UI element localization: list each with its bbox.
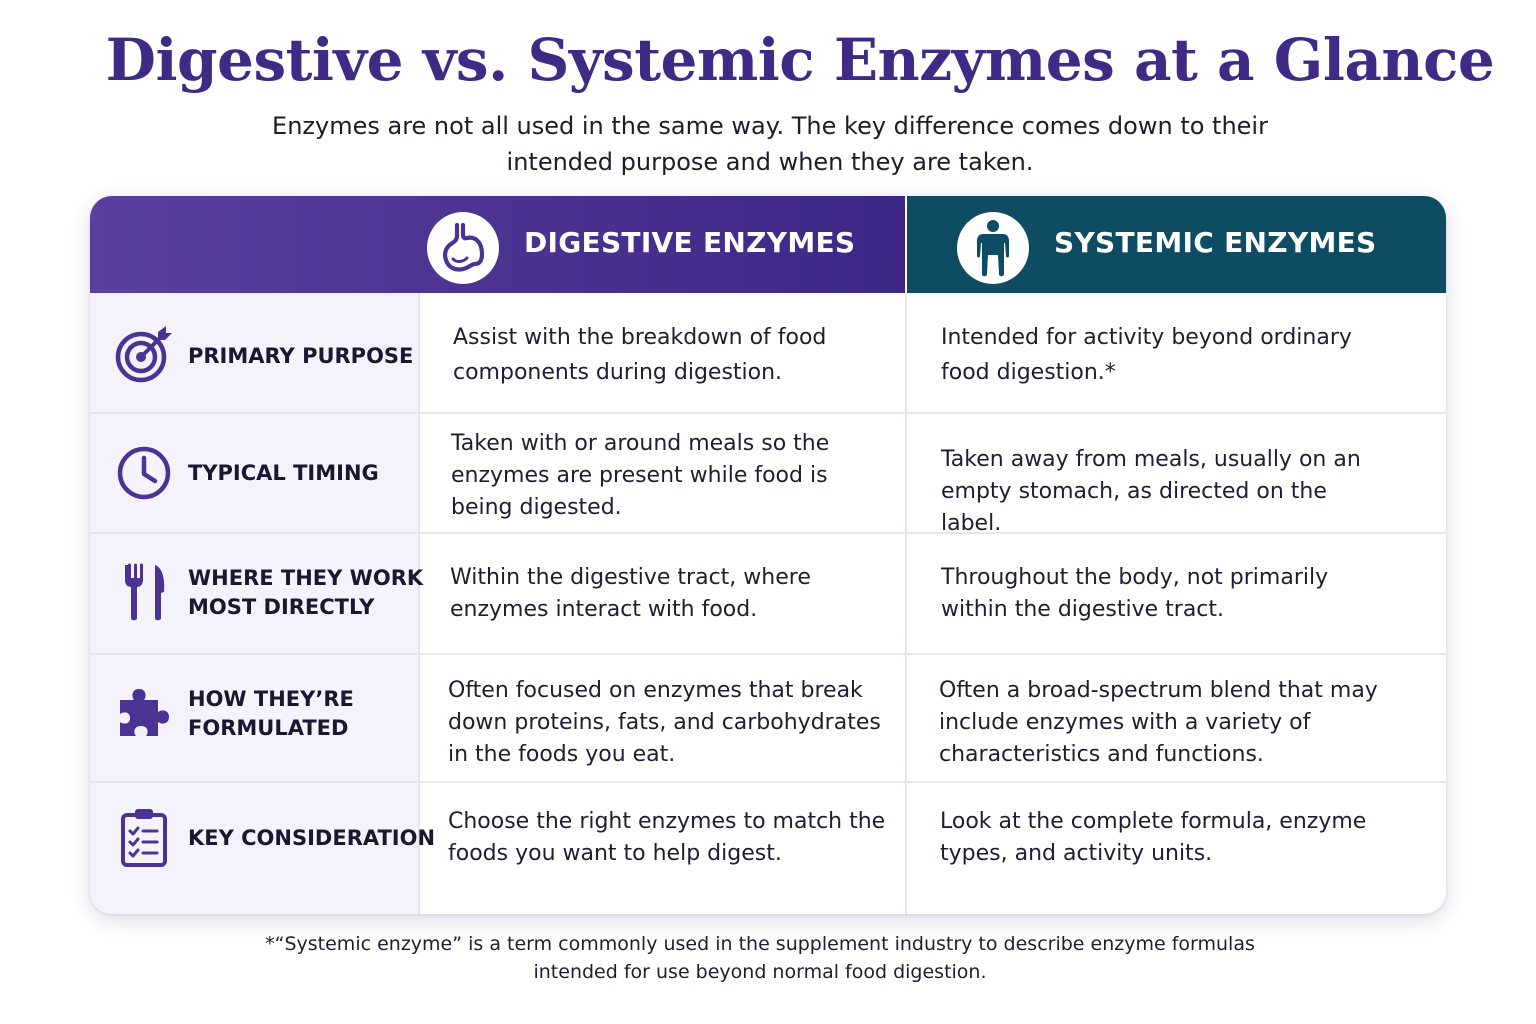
digestive-cell: Taken with or around meals so the enzyme… [451,431,830,520]
digestive-cell: Assist with the breakdown of food compon… [453,325,827,385]
digestive-cell: Choose the right enzymes to match the fo… [448,809,886,866]
footnote: *“Systemic enzyme” is a term commonly us… [265,933,1255,983]
row-label: KEY CONSIDERATION [188,826,436,850]
systemic-header-label: SYSTEMIC ENZYMES [1054,226,1377,259]
row-label: PRIMARY PURPOSE [188,344,414,368]
systemic-cell: Taken away from meals, usually on an emp… [941,447,1361,536]
digestive-header: DIGESTIVE ENZYMES [90,196,906,293]
page-title: Digestive vs. Systemic Enzymes at a Glan… [105,26,1495,94]
comparison-table: DIGESTIVE ENZYMES SYSTEMIC ENZYMES [90,196,1446,914]
target-icon [114,324,174,384]
row-divider [90,653,1446,655]
row-label: HOW THEY’RE FORMULATED [188,687,354,740]
page-subtitle: Enzymes are not all used in the same way… [272,112,1268,176]
systemic-cell: Often a broad-spectrum blend that may in… [939,678,1378,767]
systemic-header: SYSTEMIC ENZYMES [906,196,1446,293]
systemic-cell: Intended for activity beyond ordinary fo… [941,325,1352,385]
row-divider [90,781,1446,783]
systemic-cell: Throughout the body, not primarily withi… [941,565,1329,622]
row-label: TYPICAL TIMING [188,461,379,485]
digestive-cell: Within the digestive tract, where enzyme… [450,565,811,622]
stomach-icon [427,212,499,284]
column-divider [905,293,907,914]
clipboard-checklist-icon [114,808,174,868]
fork-knife-icon [114,562,174,622]
column-divider [418,293,420,914]
row-divider [90,532,1446,534]
clock-icon [114,443,174,503]
systemic-cell: Look at the complete formula, enzyme typ… [940,809,1367,866]
row-label: WHERE THEY WORK MOST DIRECTLY [188,566,424,619]
puzzle-icon [114,682,174,742]
digestive-cell: Often focused on enzymes that break down… [448,678,881,767]
row-divider [90,412,1446,414]
body-icon [957,212,1029,284]
digestive-header-label: DIGESTIVE ENZYMES [524,226,856,259]
